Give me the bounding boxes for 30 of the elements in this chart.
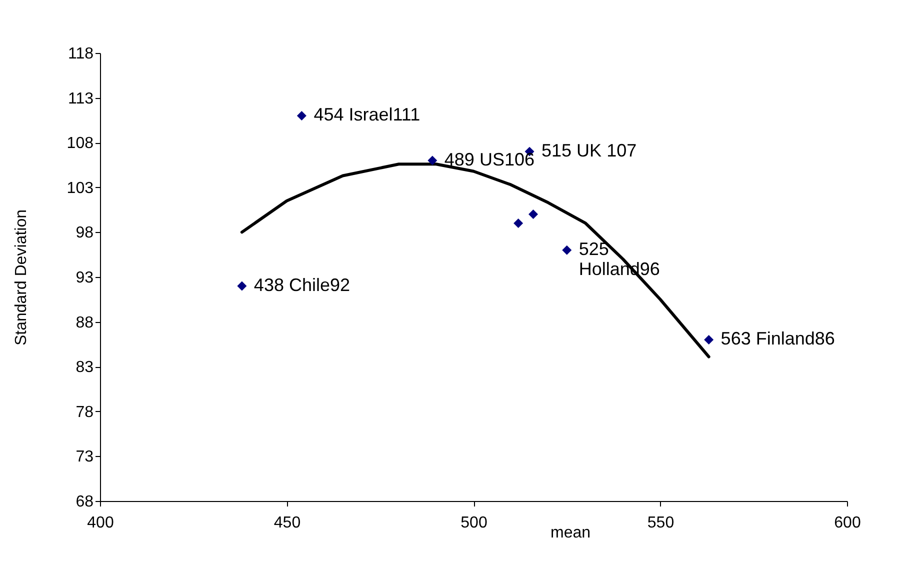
- y-tick-label: 118: [68, 46, 94, 62]
- y-tick-label: 103: [66, 180, 94, 197]
- data-label: 515 UK 107: [542, 140, 637, 161]
- y-tick-label: 83: [76, 359, 94, 376]
- y-tick-label: 108: [66, 135, 94, 152]
- point: [704, 334, 714, 344]
- x-tick-label: 450: [274, 514, 301, 532]
- data-label: 454 Israel111: [314, 104, 420, 125]
- data-label: 563 Finland86: [720, 328, 835, 349]
- y-tick-label: 113: [68, 90, 94, 108]
- y-tick-label: 73: [76, 448, 94, 466]
- y-tick-label: 68: [76, 494, 94, 510]
- y-tick-label: 78: [76, 404, 94, 421]
- y-tick-label: 88: [76, 314, 94, 332]
- point: [428, 156, 438, 166]
- point: [562, 245, 572, 255]
- point: [514, 218, 524, 228]
- x-tick-label: 550: [647, 514, 674, 532]
- x-tick-label: 500: [460, 514, 488, 532]
- data-label: 438 Chile92: [254, 274, 350, 295]
- y-tick-label: 98: [76, 224, 94, 242]
- x-axis-title: mean: [550, 524, 591, 542]
- x-tick-label: 400: [87, 514, 114, 532]
- point: [296, 110, 306, 120]
- x-tick-label: 600: [834, 514, 861, 532]
- point: [528, 210, 538, 220]
- point: [237, 281, 247, 291]
- y-axis-title: Standard Deviation: [12, 209, 30, 346]
- y-tick-label: 93: [76, 270, 94, 286]
- data-label: 489 US106: [444, 150, 534, 170]
